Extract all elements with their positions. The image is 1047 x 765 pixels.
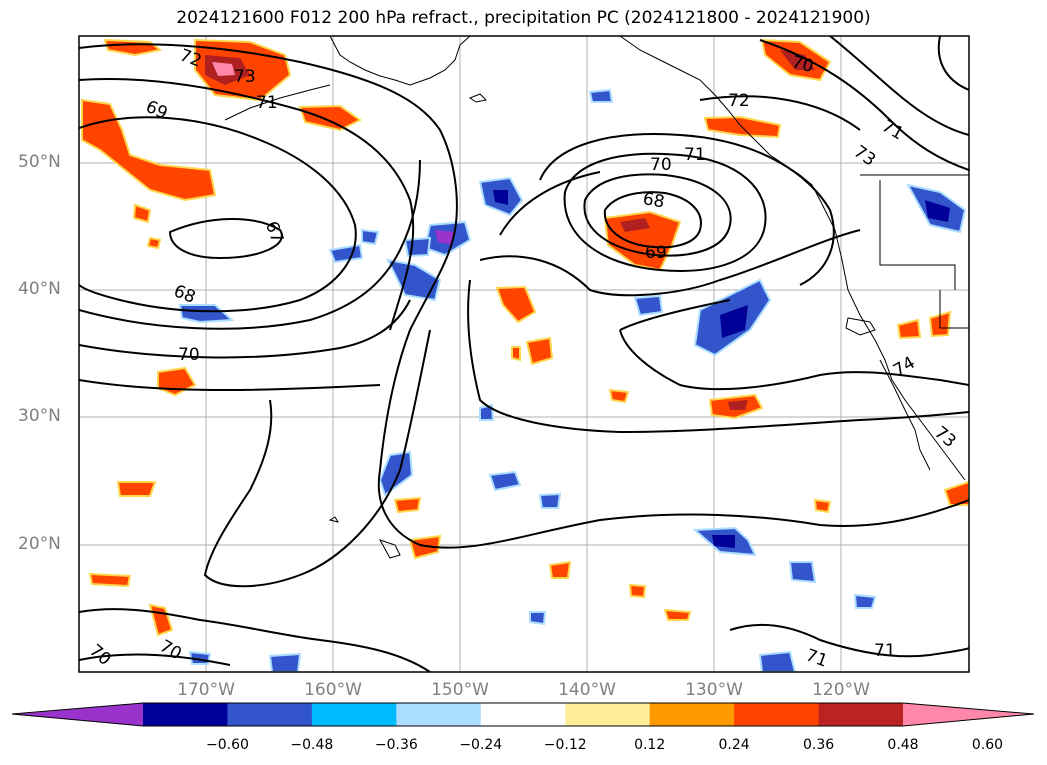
colorbar-tick-label: −0.12 <box>543 737 587 753</box>
negative-anomaly-blobs <box>178 88 967 672</box>
colorbar-extend-max <box>903 703 1034 726</box>
colorbar-tick-label: −0.60 <box>205 737 249 753</box>
colorbar-tick-label: 0.12 <box>634 737 666 753</box>
lon-label-150w: 150°W <box>431 680 489 700</box>
colorbar-tick-label: −0.24 <box>459 737 503 753</box>
colorbar-tick-label: 0.48 <box>887 737 919 753</box>
contour-label: 73 <box>234 67 256 87</box>
contour-label: 69 <box>645 243 667 263</box>
refractivity-contours <box>79 36 969 672</box>
lon-label-130w: 130°W <box>685 680 743 700</box>
colorbar-segment <box>311 703 397 726</box>
contour-label: 72 <box>728 91 750 111</box>
colorbar-tick-label: 0.24 <box>718 737 750 753</box>
colorbar-tick-label: 0.60 <box>971 737 1004 753</box>
lon-label-140w: 140°W <box>558 680 616 700</box>
lon-label-120w: 120°W <box>812 680 870 700</box>
colorbar-segment <box>818 703 904 726</box>
contour-label: 70 <box>178 345 200 365</box>
colorbar-segment <box>143 703 228 726</box>
colorbar-tick-label: −0.48 <box>290 737 334 753</box>
lon-label-170w: 170°W <box>177 680 235 700</box>
contour-label: 71 <box>874 641 896 661</box>
colorbar-segment <box>480 703 566 726</box>
contour-label: 68 <box>641 189 666 212</box>
coastlines <box>224 36 969 559</box>
colorbar-segment <box>649 703 735 726</box>
contour-label: 70 <box>650 155 672 175</box>
contour-label: 71 <box>684 145 706 165</box>
map-panel: 72 73 71 69 67 68 70 72 71 73 70 71 68 6… <box>78 35 970 673</box>
colorbar-segment <box>565 703 651 726</box>
lon-label-160w: 160°W <box>304 680 362 700</box>
lat-label-30n: 30°N <box>18 406 61 426</box>
colorbar-tick-label: 0.36 <box>802 737 835 753</box>
colorbar-outline <box>11 702 1035 727</box>
lat-label-20n: 20°N <box>18 534 61 554</box>
map-title: 2024121600 F012 200 hPa refract., precip… <box>176 8 871 28</box>
colorbar-segment <box>396 703 482 726</box>
lat-label-50n: 50°N <box>18 152 61 172</box>
map-frame <box>78 35 970 673</box>
colorbar-segment <box>227 703 313 726</box>
lat-label-40n: 40°N <box>18 279 61 299</box>
contour-label: 71 <box>256 93 278 113</box>
colorbar-segment <box>734 703 820 726</box>
colorbar-tick-label: −0.36 <box>374 737 418 753</box>
colorbar-extend-min <box>12 703 143 726</box>
